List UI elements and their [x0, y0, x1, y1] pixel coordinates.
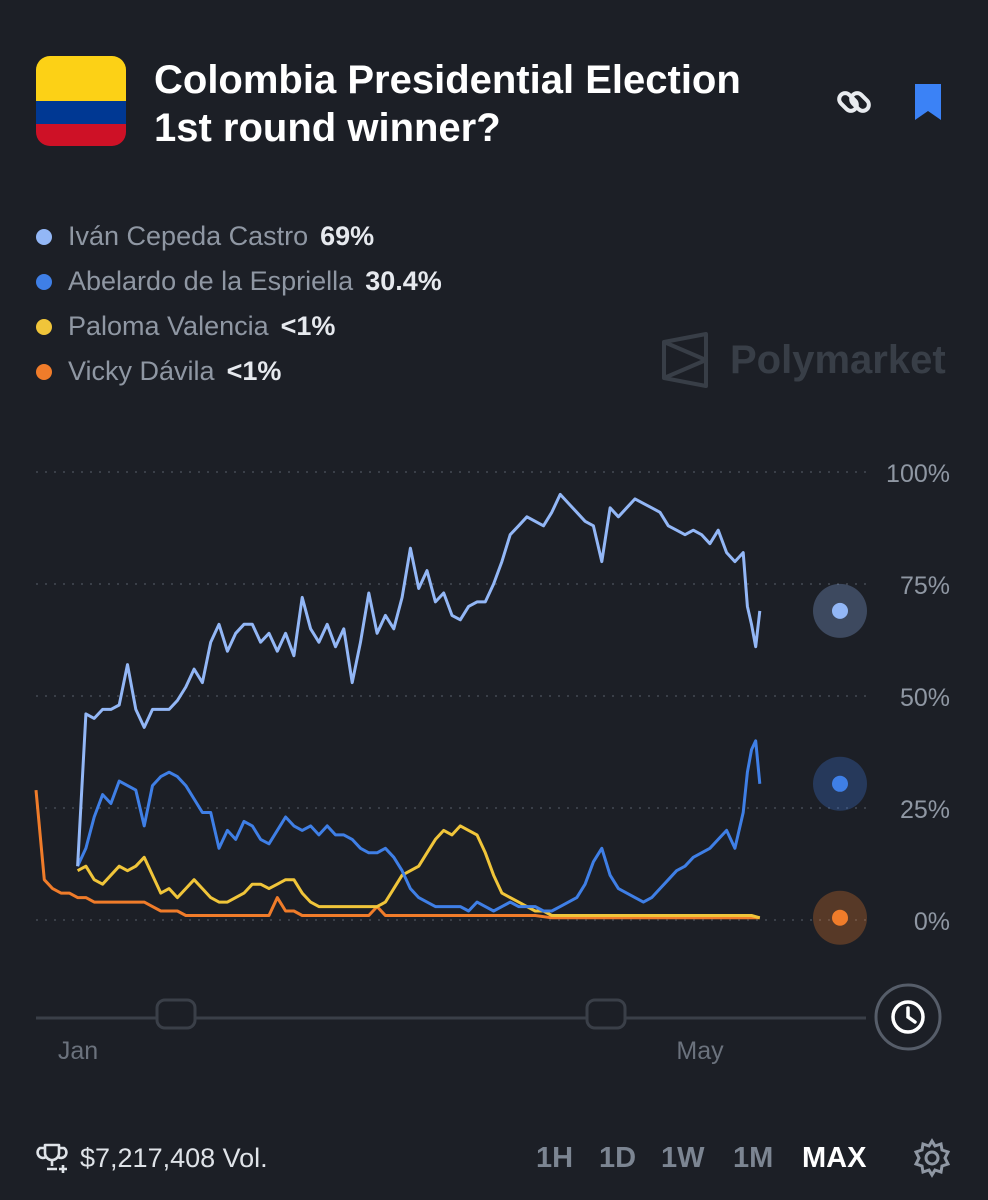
chart-end-markers	[813, 583, 867, 945]
range-1d[interactable]: 1D	[599, 1142, 637, 1174]
end-marker-dot	[832, 775, 848, 792]
market-title: Colombia Presidential Election 1st round…	[154, 58, 741, 150]
series-line	[34, 789, 760, 920]
volume-text: $7,217,408 Vol.	[80, 1142, 268, 1173]
legend-item-cepeda[interactable]: Iván Cepeda Castro 69%	[36, 214, 442, 259]
legend-dot	[36, 363, 52, 380]
legend-item-espriella[interactable]: Abelardo de la Espriella 30.4%	[36, 259, 442, 304]
bookmark-button[interactable]	[906, 80, 950, 124]
series-line	[76, 824, 761, 920]
y-tick-label: 100%	[886, 460, 950, 488]
legend-value: <1%	[226, 356, 282, 386]
range-1w[interactable]: 1W	[661, 1142, 705, 1174]
legend: Iván Cepeda Castro 69% Abelardo de la Es…	[36, 214, 442, 394]
settings-gear-icon[interactable]	[912, 1138, 952, 1178]
legend-name: Paloma Valencia	[68, 311, 269, 341]
bookmark-icon	[915, 84, 941, 120]
link-button[interactable]	[832, 80, 876, 124]
history-button[interactable]	[874, 983, 942, 1051]
y-tick-label: 75%	[900, 572, 950, 600]
volume: $7,217,408 Vol.	[36, 1130, 268, 1186]
end-marker-dot	[832, 909, 848, 926]
end-marker-dot	[832, 602, 848, 619]
x-tick-label: May	[676, 1037, 724, 1065]
y-tick-label: 50%	[900, 684, 950, 712]
link-icon	[837, 91, 871, 113]
chart-series	[34, 492, 762, 920]
legend-dot	[36, 273, 52, 290]
legend-item-davila[interactable]: Vicky Dávila <1%	[36, 349, 442, 394]
y-tick-label: 25%	[900, 796, 950, 824]
polymarket-logo-icon	[662, 332, 708, 388]
legend-dot	[36, 318, 52, 335]
range-1m[interactable]: 1M	[733, 1142, 774, 1174]
x-tick-label: Jan	[58, 1037, 98, 1065]
polymarket-watermark: Polymarket	[658, 332, 946, 388]
watermark-text: Polymarket	[730, 337, 946, 382]
colombia-flag	[36, 56, 126, 146]
legend-item-valencia[interactable]: Paloma Valencia <1%	[36, 304, 442, 349]
legend-name: Iván Cepeda Castro	[68, 221, 309, 251]
trophy-icon	[36, 1143, 68, 1173]
legend-value: 69%	[320, 221, 375, 251]
flag-stripe-yellow	[36, 56, 126, 101]
footer: $7,217,408 Vol. 1H 1D 1W 1M MAX	[0, 1130, 988, 1186]
legend-name: Abelardo de la Espriella	[68, 266, 354, 296]
price-chart[interactable]: 0% 25% 50% 75% 100% Jan May	[0, 440, 988, 1080]
legend-name: Vicky Dávila	[68, 356, 215, 386]
range-max[interactable]: MAX	[802, 1142, 867, 1174]
scrubber-handle-right[interactable]	[585, 998, 627, 1030]
scrubber-handle-left[interactable]	[155, 998, 197, 1030]
series-line	[76, 739, 762, 913]
flag-stripe-blue	[36, 101, 126, 124]
y-axis-labels: 0% 25% 50% 75% 100%	[886, 460, 950, 936]
series-line	[76, 492, 762, 867]
legend-dot	[36, 228, 52, 245]
time-scrubber[interactable]	[36, 998, 866, 1030]
legend-value: <1%	[280, 311, 336, 341]
y-tick-label: 0%	[914, 908, 950, 936]
chart-grid	[36, 471, 868, 921]
range-1h[interactable]: 1H	[536, 1142, 574, 1174]
clock-icon	[891, 1000, 925, 1034]
flag-stripe-red	[36, 123, 126, 146]
legend-value: 30.4%	[365, 266, 442, 296]
x-axis-labels: Jan May	[58, 1037, 724, 1065]
